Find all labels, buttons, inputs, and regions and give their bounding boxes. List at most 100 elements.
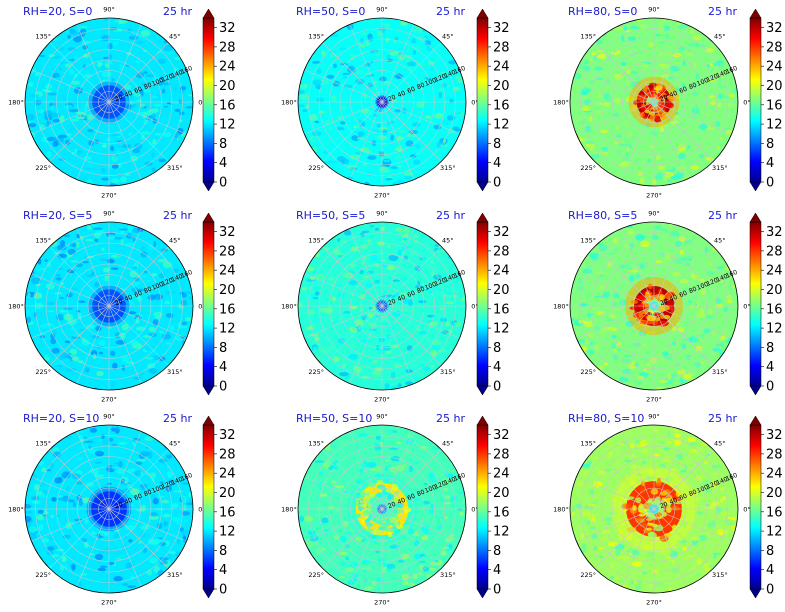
field-texture xyxy=(619,324,625,330)
field-texture xyxy=(606,440,614,447)
field-texture xyxy=(113,576,123,582)
field-texture xyxy=(154,132,162,136)
field-texture xyxy=(444,515,448,520)
field-texture xyxy=(712,552,723,555)
field-texture xyxy=(75,116,86,120)
field-texture xyxy=(178,99,182,104)
angle-tick-label: 135° xyxy=(35,440,51,448)
field-texture xyxy=(151,477,155,482)
field-texture xyxy=(587,313,594,317)
field-texture xyxy=(85,163,94,168)
radial-tick-label: 120 xyxy=(706,73,720,84)
radial-tick-label: 100 xyxy=(151,484,165,495)
field-texture xyxy=(140,504,146,512)
colorbar-extend-max xyxy=(749,415,762,426)
field-texture xyxy=(181,321,188,326)
angle-tick-label: 0° xyxy=(198,505,205,513)
field-texture xyxy=(333,534,340,541)
field-texture xyxy=(657,52,664,56)
field-texture xyxy=(58,61,67,65)
field-texture xyxy=(355,78,365,85)
field-texture xyxy=(434,244,439,248)
field-texture xyxy=(314,120,319,124)
field-texture xyxy=(36,514,45,520)
field-texture xyxy=(337,291,346,299)
angle-tick-label: 270° xyxy=(374,598,390,606)
field-texture xyxy=(367,461,377,468)
field-texture xyxy=(73,73,78,79)
field-texture xyxy=(183,535,187,543)
field-texture xyxy=(680,381,684,385)
angle-tick-label: 180° xyxy=(8,505,24,513)
field-texture xyxy=(184,102,190,108)
colorbar-tick-label: 28 xyxy=(493,447,510,462)
polar-frame xyxy=(569,17,739,187)
field-texture xyxy=(140,451,151,457)
colorbar-gradient xyxy=(749,17,762,183)
ring-texture xyxy=(665,292,672,300)
ring-texture xyxy=(659,115,667,121)
radial-tick-label: 40 xyxy=(397,497,407,507)
field-texture xyxy=(309,114,319,121)
field-texture xyxy=(400,239,407,243)
angle-tick-label: 0° xyxy=(743,302,750,310)
radial-tick-label: 160 xyxy=(725,269,739,280)
angular-gridline xyxy=(653,305,687,384)
field-texture xyxy=(128,36,139,40)
field-texture xyxy=(690,567,698,570)
field-texture xyxy=(118,461,123,468)
field-texture xyxy=(649,557,655,562)
field-texture xyxy=(405,560,415,564)
field-texture xyxy=(312,79,322,86)
field-texture xyxy=(120,238,124,245)
angle-tick-label: 45° xyxy=(169,33,181,41)
angle-tick-label: 270° xyxy=(646,598,662,606)
field-texture xyxy=(318,110,326,114)
field-texture xyxy=(64,340,71,344)
field-texture xyxy=(97,567,106,572)
angle-tick-label: 270° xyxy=(374,191,390,199)
angular-gridline xyxy=(108,24,142,103)
angle-tick-label: 180° xyxy=(8,302,24,310)
field-texture xyxy=(96,474,104,479)
colorbar-tick-label: 12 xyxy=(493,118,510,133)
field-texture xyxy=(170,291,177,294)
angular-gridline xyxy=(381,42,442,103)
field-texture xyxy=(346,238,353,244)
ring-texture xyxy=(647,283,653,290)
field-texture xyxy=(317,480,323,488)
field-texture xyxy=(688,255,695,258)
field-texture xyxy=(591,256,598,261)
field-texture xyxy=(341,272,348,278)
field-texture xyxy=(70,100,80,105)
field-texture xyxy=(444,495,451,499)
angular-gridline xyxy=(594,305,655,366)
ring-texture xyxy=(393,490,400,496)
field-texture xyxy=(414,497,422,501)
field-texture xyxy=(355,536,364,542)
angular-gridline xyxy=(304,305,383,339)
field-texture xyxy=(314,336,320,342)
angular-gridline xyxy=(653,449,714,510)
angular-gridline xyxy=(576,101,655,135)
angular-gridline xyxy=(381,228,415,307)
field-texture xyxy=(446,301,454,305)
field-texture xyxy=(101,71,112,78)
colorbar-tick-label: 24 xyxy=(219,264,236,279)
field-texture xyxy=(710,100,717,106)
field-texture xyxy=(451,340,458,346)
field-texture xyxy=(37,109,45,114)
field-texture xyxy=(339,438,348,446)
field-texture xyxy=(68,499,75,503)
field-texture xyxy=(85,269,93,276)
field-texture xyxy=(703,328,711,334)
field-texture xyxy=(343,158,350,165)
angle-tick-label: 315° xyxy=(167,164,183,172)
field-texture xyxy=(71,80,81,85)
field-texture xyxy=(441,550,447,556)
field-texture xyxy=(61,471,71,479)
angle-tick-label: 0° xyxy=(198,302,205,310)
field-texture xyxy=(75,111,84,115)
angular-gridline xyxy=(381,431,415,510)
